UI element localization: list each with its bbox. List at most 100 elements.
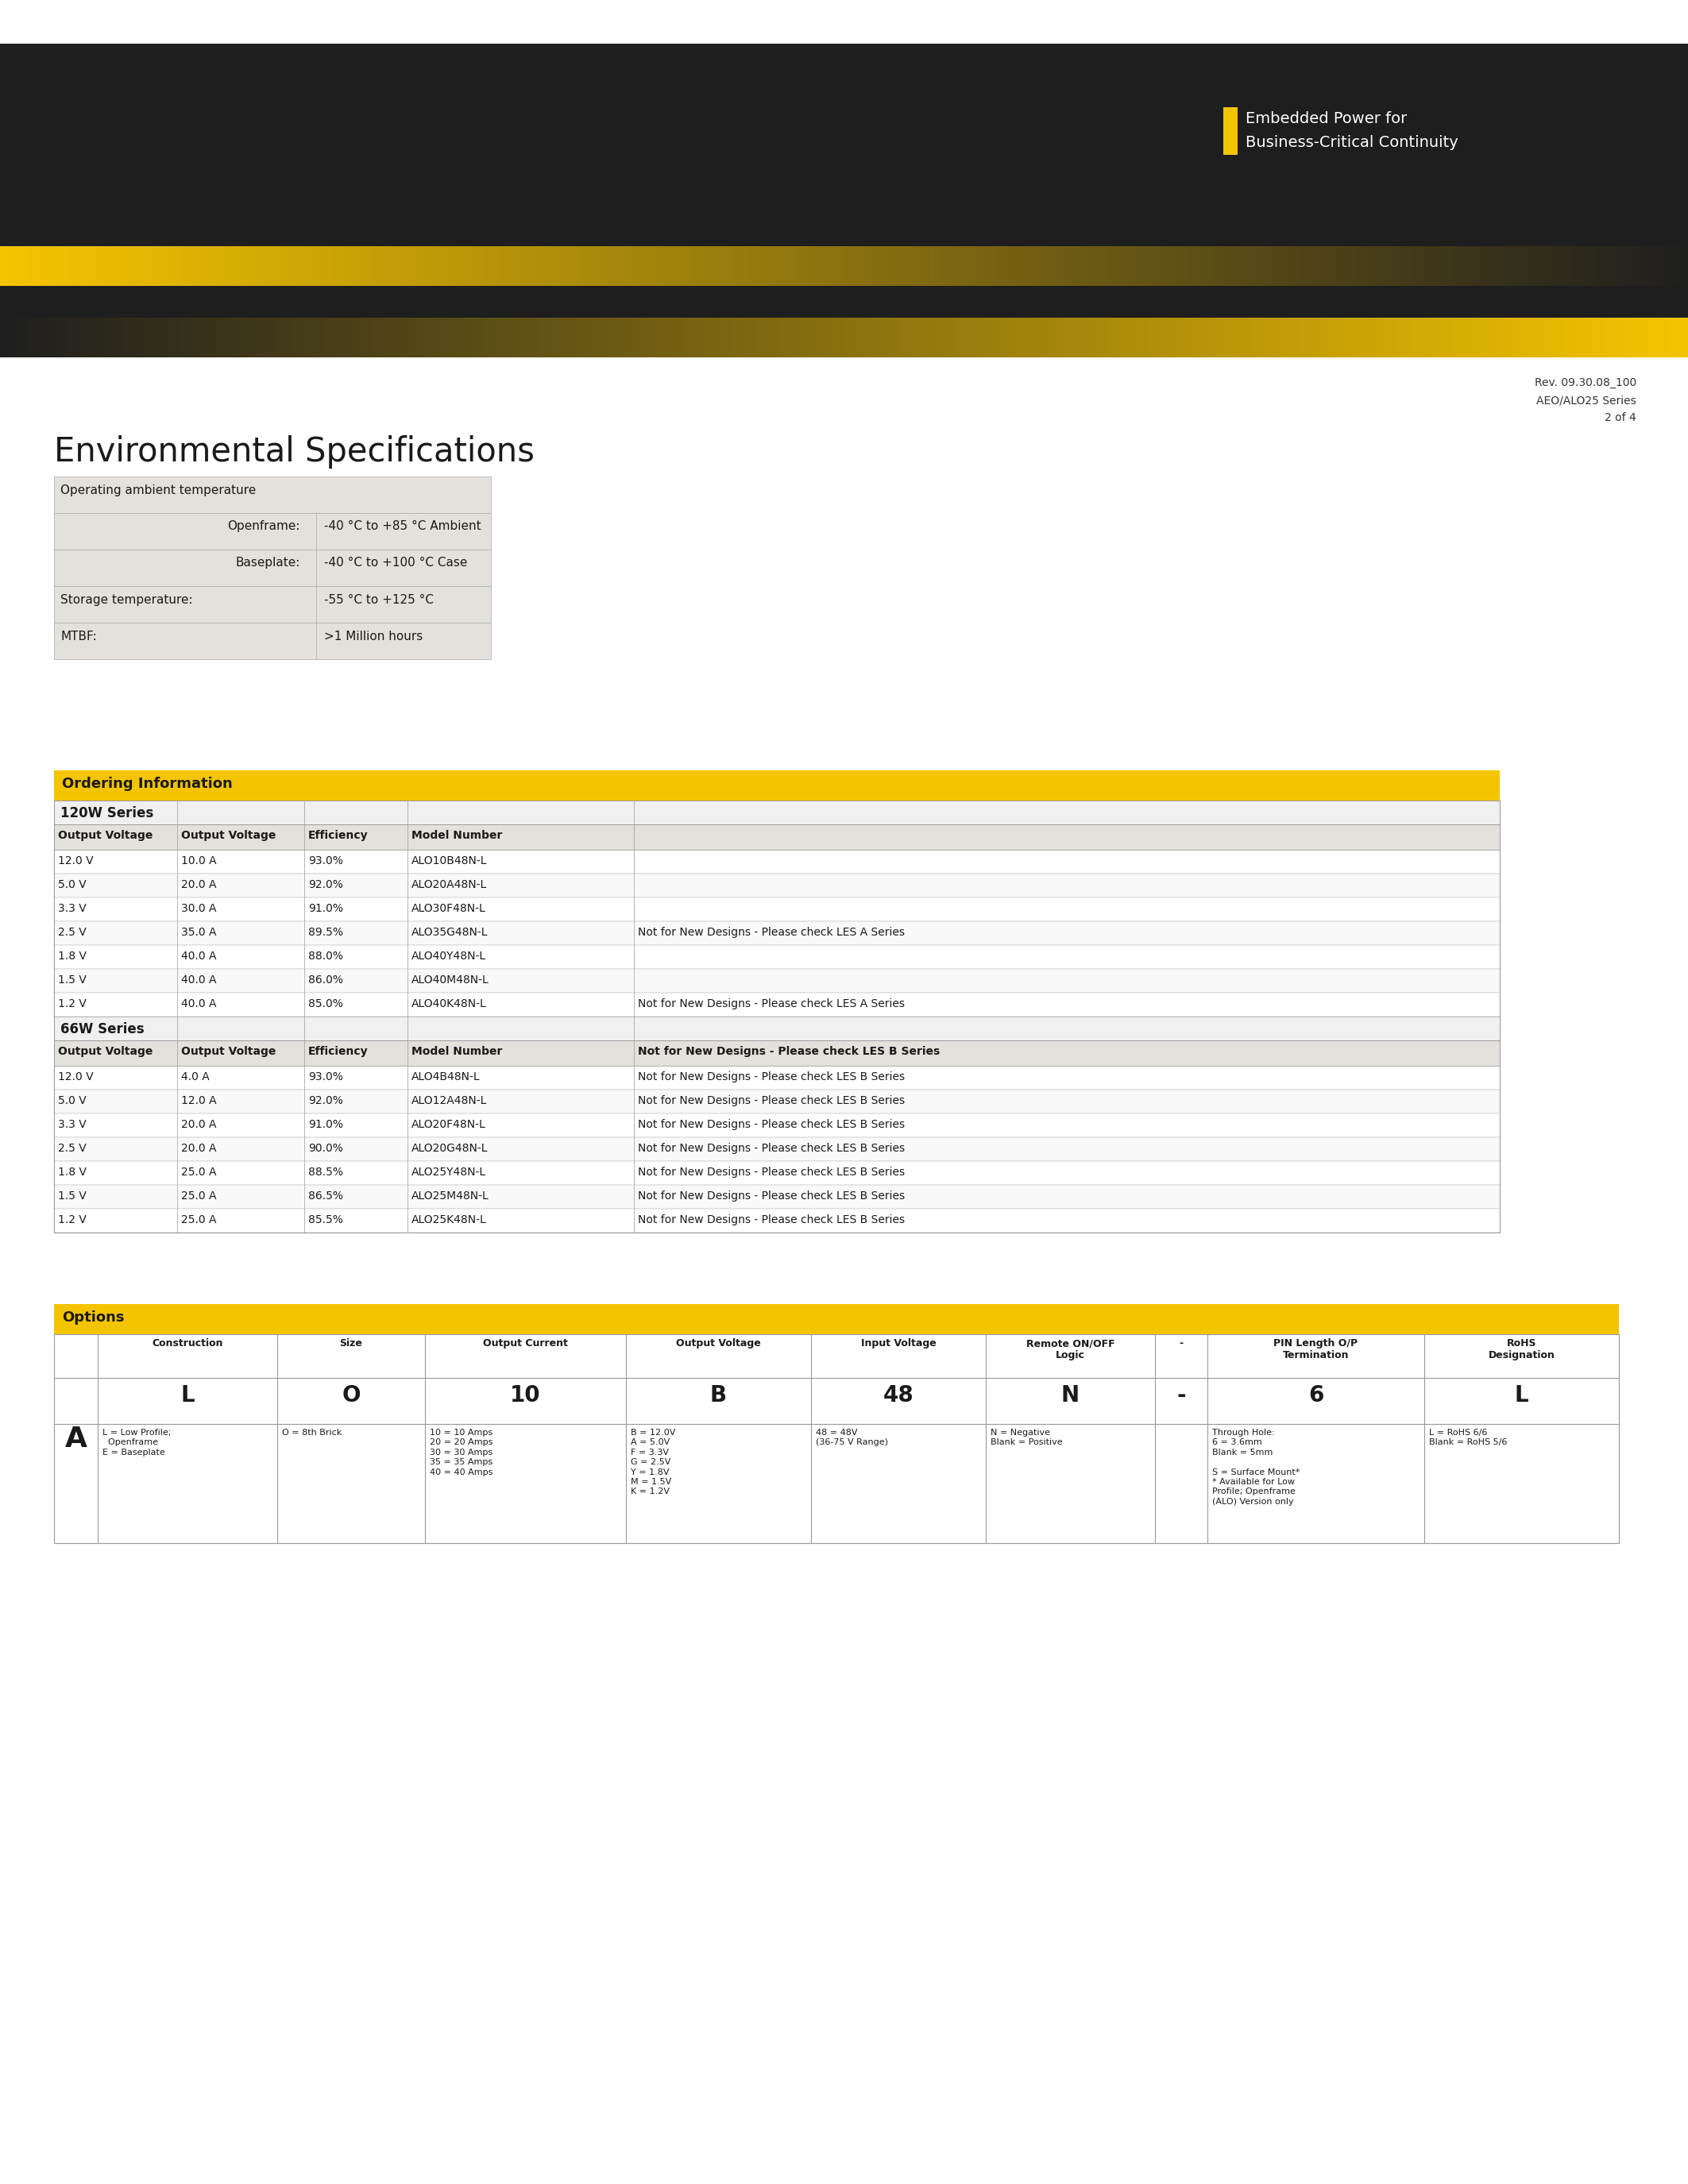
Text: 10 = 10 Amps
20 = 20 Amps
30 = 30 Amps
35 = 35 Amps
40 = 40 Amps: 10 = 10 Amps 20 = 20 Amps 30 = 30 Amps 3… <box>430 1428 493 1476</box>
Text: MTBF:: MTBF: <box>61 631 96 642</box>
Text: ALO20G48N-L: ALO20G48N-L <box>412 1142 488 1153</box>
Bar <box>1507 317 1514 358</box>
Bar <box>1193 247 1198 286</box>
Bar <box>1271 317 1278 358</box>
Bar <box>1092 247 1097 286</box>
Bar <box>287 317 292 358</box>
Bar <box>731 317 738 358</box>
Text: ALO40K48N-L: ALO40K48N-L <box>412 998 486 1009</box>
Bar <box>231 247 236 286</box>
Bar <box>1362 247 1367 286</box>
Bar <box>793 247 798 286</box>
Bar <box>1418 317 1423 358</box>
Text: ALO25M48N-L: ALO25M48N-L <box>412 1190 490 1201</box>
Bar <box>456 317 461 358</box>
Bar <box>73 247 79 286</box>
Bar <box>434 317 439 358</box>
Bar <box>738 247 743 286</box>
Bar <box>0 44 1688 247</box>
Text: 25.0 A: 25.0 A <box>181 1166 216 1177</box>
Bar <box>1541 317 1548 358</box>
Bar <box>1615 317 1620 358</box>
Bar <box>371 247 376 286</box>
Bar <box>967 247 974 286</box>
Bar <box>1334 317 1339 358</box>
Bar <box>697 317 704 358</box>
Bar <box>743 317 748 358</box>
Bar <box>709 247 714 286</box>
Bar <box>1305 247 1312 286</box>
Text: Rev. 09.30.08_100: Rev. 09.30.08_100 <box>1534 378 1636 389</box>
Bar <box>1244 317 1249 358</box>
Bar <box>68 247 73 286</box>
Bar <box>562 317 569 358</box>
Bar <box>265 317 270 358</box>
Bar <box>912 247 917 286</box>
Bar <box>1063 247 1069 286</box>
Bar <box>439 317 444 358</box>
Bar <box>333 247 338 286</box>
Bar <box>1396 247 1401 286</box>
Bar <box>1160 247 1165 286</box>
Text: Openframe:: Openframe: <box>228 520 300 533</box>
Bar <box>427 247 434 286</box>
Bar <box>1170 247 1177 286</box>
Bar <box>579 247 586 286</box>
Bar <box>1220 317 1227 358</box>
Text: Model Number: Model Number <box>412 1046 503 1057</box>
Bar <box>827 247 832 286</box>
Bar <box>1283 247 1288 286</box>
Bar <box>1198 317 1204 358</box>
Bar <box>1204 317 1210 358</box>
Bar <box>1153 317 1160 358</box>
Text: 4.0 A: 4.0 A <box>181 1072 209 1083</box>
Bar <box>1047 317 1052 358</box>
Bar <box>203 247 208 286</box>
Bar <box>191 317 197 358</box>
Bar <box>957 317 962 358</box>
Bar <box>1041 247 1047 286</box>
Bar <box>1401 247 1406 286</box>
Bar <box>79 247 84 286</box>
Bar <box>979 247 984 286</box>
Bar <box>1013 247 1018 286</box>
Bar <box>1328 317 1334 358</box>
Bar <box>338 247 343 286</box>
Bar <box>1204 247 1210 286</box>
Bar <box>1637 317 1642 358</box>
Bar <box>704 317 709 358</box>
Bar <box>1334 247 1339 286</box>
Bar <box>501 317 506 358</box>
Bar <box>1541 247 1548 286</box>
Bar <box>219 247 225 286</box>
Bar <box>1266 317 1271 358</box>
Bar <box>653 317 658 358</box>
Bar <box>1148 317 1153 358</box>
Bar <box>900 247 906 286</box>
Bar <box>900 317 906 358</box>
Bar <box>680 247 687 286</box>
Bar <box>878 247 883 286</box>
Bar <box>974 317 979 358</box>
Bar <box>292 247 299 286</box>
Bar <box>895 317 900 358</box>
Bar <box>1615 247 1620 286</box>
Bar <box>417 247 422 286</box>
Bar <box>1317 247 1322 286</box>
Text: Not for New Designs - Please check LES B Series: Not for New Designs - Please check LES B… <box>638 1046 940 1057</box>
Bar <box>157 247 164 286</box>
Text: Not for New Designs - Please check LES B Series: Not for New Designs - Please check LES B… <box>638 1166 905 1177</box>
Bar <box>309 317 316 358</box>
Bar <box>34 247 39 286</box>
Bar <box>619 317 625 358</box>
Text: Output Voltage: Output Voltage <box>57 1046 154 1057</box>
Bar <box>798 317 805 358</box>
Bar <box>316 317 321 358</box>
Bar <box>157 317 164 358</box>
Bar <box>1367 247 1372 286</box>
Bar <box>56 317 62 358</box>
Text: 120W Series: 120W Series <box>61 806 154 821</box>
Bar <box>1018 317 1025 358</box>
Bar <box>17 247 22 286</box>
Bar <box>1085 247 1092 286</box>
